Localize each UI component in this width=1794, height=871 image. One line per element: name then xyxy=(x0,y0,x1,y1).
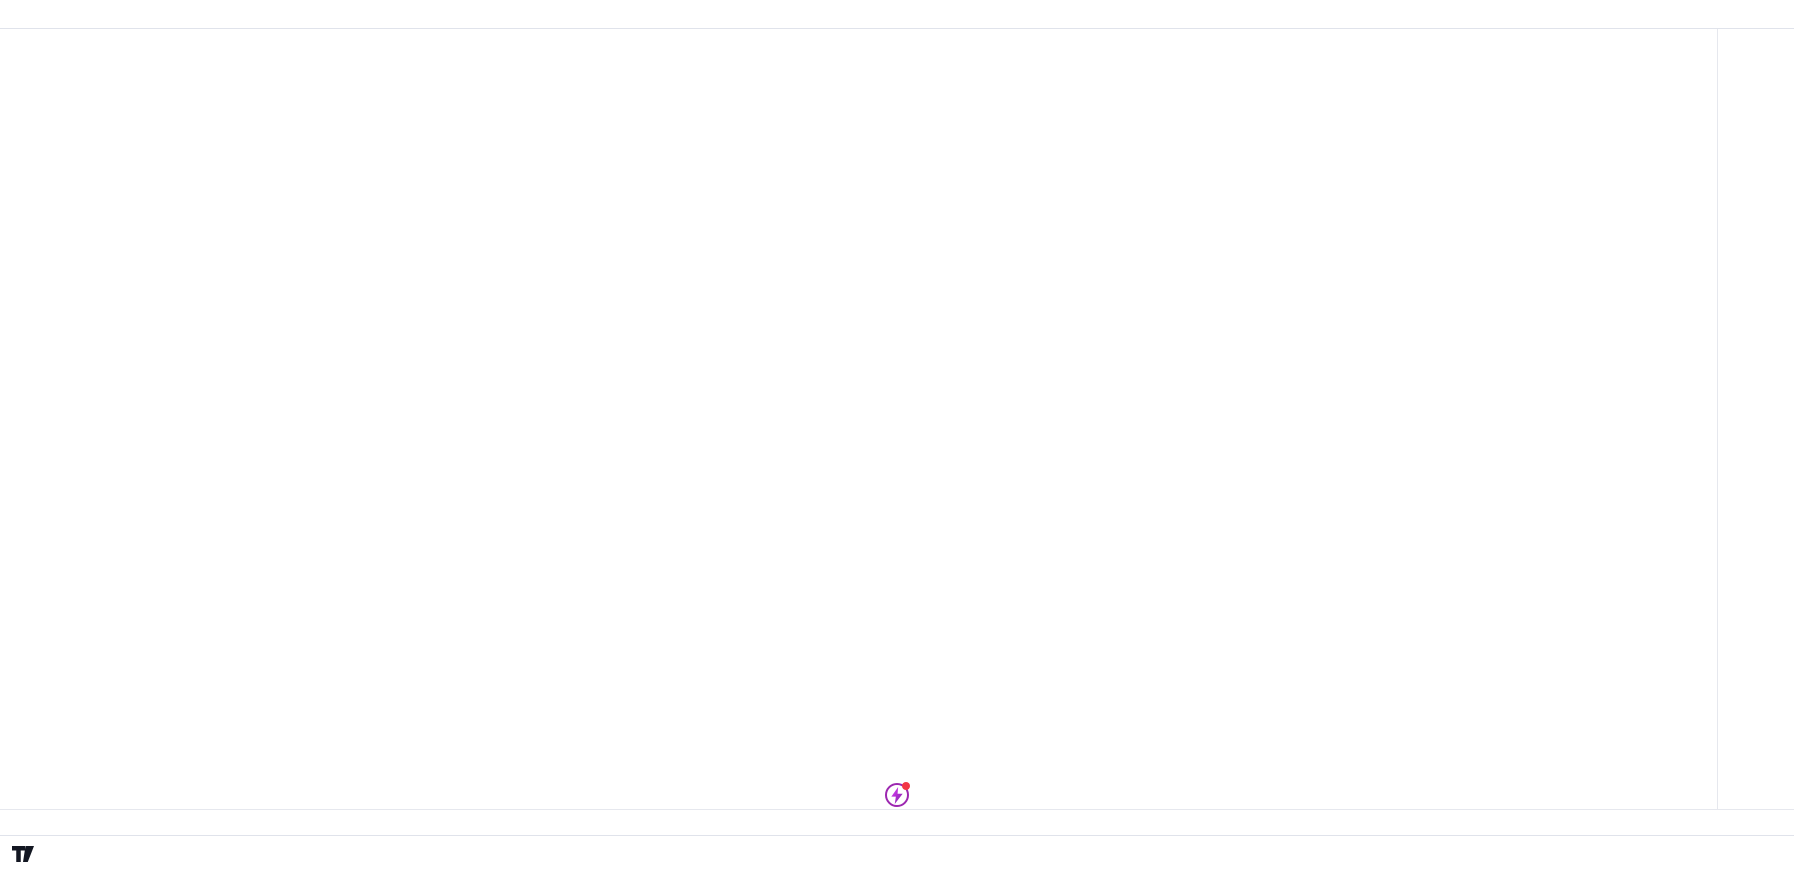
tradingview-logo-icon xyxy=(12,846,34,862)
tradingview-logo[interactable] xyxy=(12,843,40,865)
chart-legend xyxy=(18,34,63,66)
time-axis[interactable] xyxy=(0,809,1794,836)
notification-dot xyxy=(902,782,910,790)
symbol-row xyxy=(18,34,63,50)
plot-area[interactable] xyxy=(0,28,1717,809)
volume-row xyxy=(18,50,63,66)
attribution-bar xyxy=(0,0,1794,29)
price-axis[interactable] xyxy=(1717,28,1794,809)
reaction-badge[interactable] xyxy=(885,782,910,807)
